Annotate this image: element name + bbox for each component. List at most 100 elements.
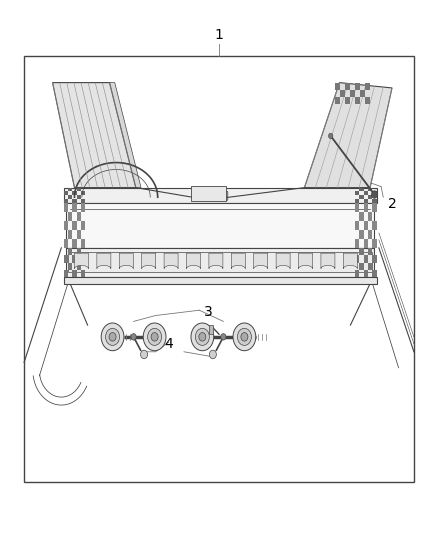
Polygon shape [68, 195, 72, 199]
Polygon shape [66, 248, 374, 277]
Polygon shape [64, 191, 68, 195]
Polygon shape [355, 199, 359, 203]
Polygon shape [68, 248, 72, 255]
Circle shape [106, 328, 120, 345]
Polygon shape [164, 253, 178, 269]
Polygon shape [372, 255, 377, 262]
Polygon shape [81, 191, 85, 195]
Polygon shape [231, 253, 245, 269]
Circle shape [221, 334, 226, 340]
Polygon shape [364, 270, 368, 277]
Polygon shape [359, 262, 364, 270]
Polygon shape [68, 252, 372, 272]
Polygon shape [72, 191, 77, 195]
Polygon shape [77, 212, 81, 221]
Polygon shape [364, 221, 368, 230]
Polygon shape [364, 199, 368, 203]
Polygon shape [254, 253, 268, 269]
Text: 2: 2 [388, 197, 396, 211]
Polygon shape [68, 262, 72, 270]
Circle shape [148, 328, 162, 345]
Polygon shape [64, 203, 68, 212]
Polygon shape [335, 97, 340, 104]
Polygon shape [72, 199, 77, 203]
Polygon shape [304, 83, 392, 188]
Polygon shape [77, 248, 81, 255]
Polygon shape [72, 270, 77, 277]
Polygon shape [364, 203, 368, 212]
Polygon shape [364, 239, 368, 248]
Circle shape [195, 328, 209, 345]
Polygon shape [355, 203, 359, 212]
Polygon shape [276, 253, 290, 269]
Polygon shape [368, 188, 372, 191]
Circle shape [143, 323, 166, 351]
Polygon shape [72, 221, 77, 230]
Text: 1: 1 [215, 28, 223, 42]
Polygon shape [359, 195, 364, 199]
Polygon shape [68, 212, 72, 221]
Polygon shape [97, 253, 111, 269]
Polygon shape [68, 188, 72, 191]
Polygon shape [372, 203, 377, 212]
Polygon shape [345, 83, 350, 90]
Polygon shape [74, 253, 88, 269]
Polygon shape [368, 230, 372, 239]
Polygon shape [81, 255, 85, 262]
Polygon shape [77, 230, 81, 239]
Polygon shape [355, 255, 359, 262]
Polygon shape [81, 203, 85, 212]
Circle shape [237, 328, 251, 345]
Polygon shape [355, 239, 359, 248]
Polygon shape [72, 203, 77, 212]
Circle shape [191, 323, 214, 351]
Polygon shape [209, 325, 213, 334]
Polygon shape [368, 212, 372, 221]
Circle shape [209, 350, 216, 359]
Polygon shape [372, 239, 377, 248]
Polygon shape [77, 262, 81, 270]
Polygon shape [365, 83, 370, 90]
Polygon shape [364, 255, 368, 262]
Polygon shape [365, 97, 370, 104]
Polygon shape [350, 90, 355, 97]
Polygon shape [343, 253, 357, 269]
Polygon shape [81, 221, 85, 230]
Circle shape [328, 133, 333, 139]
Polygon shape [81, 270, 85, 277]
Polygon shape [359, 230, 364, 239]
Polygon shape [81, 239, 85, 248]
Polygon shape [209, 253, 223, 269]
Polygon shape [364, 191, 368, 195]
Polygon shape [372, 221, 377, 230]
Polygon shape [355, 270, 359, 277]
Circle shape [241, 333, 248, 341]
Polygon shape [81, 199, 85, 203]
Circle shape [131, 334, 136, 340]
Polygon shape [359, 188, 364, 191]
Polygon shape [340, 90, 345, 97]
Polygon shape [355, 221, 359, 230]
Polygon shape [64, 199, 68, 203]
Polygon shape [321, 253, 335, 269]
Polygon shape [72, 239, 77, 248]
Polygon shape [355, 83, 360, 90]
Polygon shape [64, 270, 68, 277]
Polygon shape [64, 188, 377, 203]
Polygon shape [368, 248, 372, 255]
Polygon shape [77, 195, 81, 199]
Polygon shape [64, 239, 68, 248]
Circle shape [101, 323, 124, 351]
Polygon shape [355, 97, 360, 104]
Circle shape [233, 323, 256, 351]
Polygon shape [372, 191, 377, 195]
Polygon shape [359, 248, 364, 255]
Circle shape [109, 333, 116, 341]
Circle shape [141, 350, 148, 359]
Circle shape [199, 333, 206, 341]
Polygon shape [72, 255, 77, 262]
Polygon shape [372, 199, 377, 203]
Polygon shape [355, 191, 359, 195]
Polygon shape [335, 83, 340, 90]
Polygon shape [368, 262, 372, 270]
